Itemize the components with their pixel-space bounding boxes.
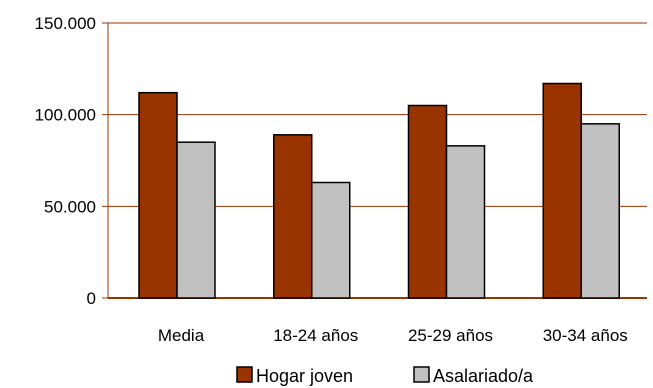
bar-asalariado-a-1 — [176, 141, 216, 299]
legend-swatch — [413, 366, 430, 383]
bar-hogar-joven-4 — [542, 82, 582, 299]
legend-swatch — [236, 366, 253, 383]
bar-hogar-joven-3 — [407, 104, 448, 299]
bar-asalariado-a-4 — [580, 123, 620, 299]
y-tick-label: 50.000 — [44, 197, 96, 216]
y-axis-tick-labels: 0 50.000 100.000 150.000 — [35, 14, 96, 308]
x-tick-label: Media — [158, 326, 205, 345]
legend-label: Asalariado/a — [433, 366, 534, 386]
legend-label: Hogar joven — [256, 366, 353, 386]
y-tick-label: 100.000 — [35, 106, 96, 125]
bar-hogar-joven-1 — [138, 91, 178, 299]
legend: Hogar joven Asalariado/a — [236, 366, 534, 386]
x-tick-label: 25-29 años — [408, 326, 493, 345]
x-axis-tick-labels: Media 18-24 años 25-29 años 30-34 años — [158, 326, 628, 345]
bar-hogar-joven-2 — [273, 134, 313, 299]
y-tick-label: 0 — [87, 289, 96, 308]
x-tick-label: 30-34 años — [543, 326, 628, 345]
bar-asalariado-a-2 — [311, 181, 351, 299]
x-tick-label: 18-24 años — [273, 326, 358, 345]
bar-asalariado-a-3 — [445, 145, 486, 299]
bars — [138, 82, 620, 299]
y-tick-label: 150.000 — [35, 14, 96, 33]
